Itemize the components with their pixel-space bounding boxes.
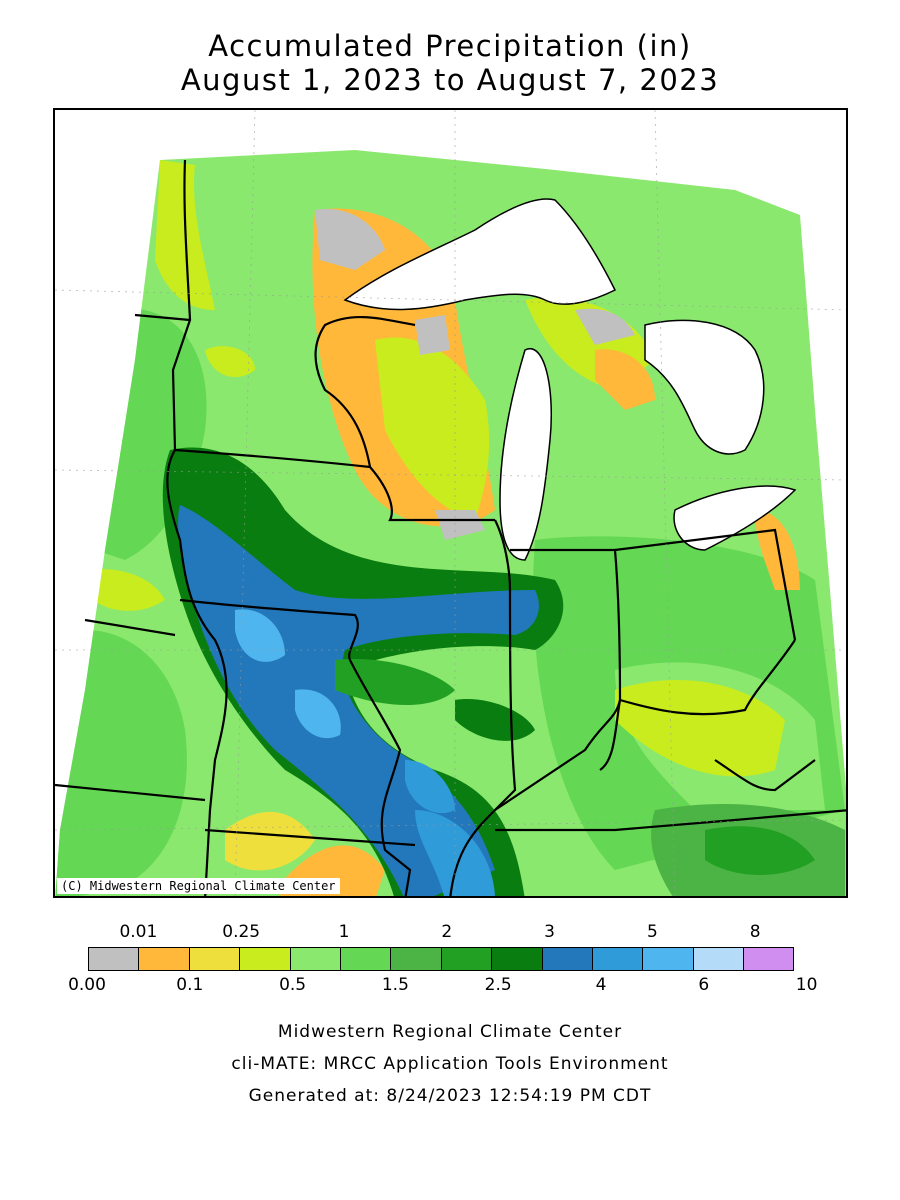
border-nd-sd [134,313,191,322]
legend-colorbar [88,947,795,971]
field-lime-wisconsin [375,337,490,520]
map-canvas [55,110,846,896]
field-orange-michigan [595,349,655,410]
legend-swatch-1-1.5 [339,947,392,971]
precipitation-map: (C) Midwestern Regional Climate Center [53,108,848,898]
legend-top-label: 1 [338,922,350,942]
legend-top-label: 0.01 [119,922,158,942]
legend-top-label: 2 [441,922,453,942]
legend-swatch-6-8 [692,947,745,971]
legend-swatch-0.1-0.25 [188,947,241,971]
legend-top-label: 3 [544,922,556,942]
border-in-oh [510,548,622,771]
border-west-ia-ne [166,449,228,896]
legend-swatch-2-2.5 [440,947,493,971]
field-midblue-missouri [405,760,455,814]
field-yellow-south [225,811,315,871]
legend-bottom-label: 2.5 [484,975,512,995]
lake-superior [343,198,617,311]
lake-huron [644,319,765,455]
legend-swatch-4-5 [591,947,644,971]
legend-swatch-0.5-1 [289,947,341,971]
legend-swatch-3-4 [541,947,593,971]
legend-top-label: 8 [749,922,761,942]
legend-swatch-0.01-0.1 [138,947,190,971]
field-grey-upper-peninsula [575,308,635,345]
field-grey-wi-south [435,510,485,540]
map-title-line2: August 1, 2023 to August 7, 2023 [180,63,720,97]
field-lime-ohio [615,680,785,777]
map-title-line1: Accumulated Precipitation (in) [208,29,692,63]
field-darkgreen-illinois [455,699,535,741]
field-lime-minnesota [205,346,255,378]
border-mi-oh [614,528,797,641]
field-darkgreen-band [162,447,564,896]
legend-top-label: 0.25 [222,922,261,942]
field-grey-lakesuperior [315,209,385,270]
legend-swatch-1.5-2 [390,947,442,971]
legend-bottom-label: 10 [795,975,818,995]
field-lightblue-iowa [235,609,285,662]
legend-bottom-label: 0.5 [279,975,307,995]
border-il-in [449,519,517,896]
lat-lon-grid [55,110,846,896]
field-green-illinois [335,659,455,705]
border-mo-ar [204,828,416,847]
border-wv-va [714,759,816,792]
legend-bottom-label: 6 [698,975,710,995]
legend-top-label: 5 [646,922,658,942]
legend-bottom-label: 1.5 [381,975,409,995]
border-ky-in [494,699,622,811]
map-copyright: (C) Midwestern Regional Climate Center [57,878,340,894]
field-lime-west [85,569,165,611]
grid-line-5 [234,110,256,896]
legend-bottom-label: 0.00 [68,975,106,995]
state-boundaries [55,159,846,896]
legend-swatch-2.5-3 [491,947,543,971]
footer-generated: Generated at: 8/24/2023 12:54:19 PM CDT [248,1086,652,1106]
legend-bottom-label: 4 [595,975,607,995]
border-ne-sd [84,618,176,637]
footer-app: cli-MATE: MRCC Application Tools Environ… [231,1054,669,1074]
great-lakes [343,198,797,561]
legend-swatch-8-10 [743,947,795,971]
border-ia-mo [179,598,359,661]
border-oh-wv [619,639,796,716]
footer-org: Midwestern Regional Climate Center [277,1022,623,1042]
border-ky-tn [495,809,846,832]
field-lightblue-missouri [295,689,341,739]
legend-bottom-label: 0.1 [176,975,204,995]
border-mn-wi [314,315,416,468]
legend-swatch-0.00-0.01 [88,947,140,971]
grid-line-7 [654,110,676,896]
border-il-mo [349,659,412,896]
lake-michigan [499,347,553,561]
legend-swatch-5-6 [642,947,694,971]
field-grey-wi-north [415,315,450,355]
legend-swatch-0.25-0.5 [239,947,291,971]
border-ks-ne [55,783,206,802]
field-midblue-south [415,810,495,896]
field-darkgreen-kentucky [705,826,815,875]
field-green-southwest [55,630,187,896]
border-mn-ia [174,448,495,522]
